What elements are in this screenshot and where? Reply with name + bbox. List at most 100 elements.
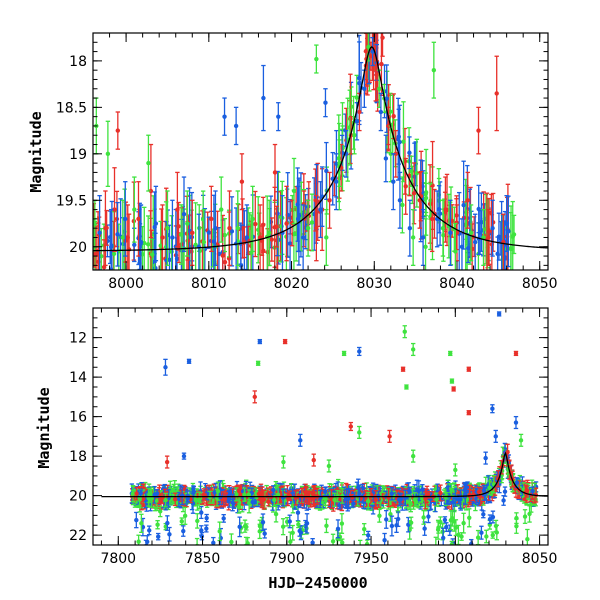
bulk-point-green — [491, 474, 497, 494]
bulk-point-green — [139, 513, 144, 534]
bulk-point-blue — [502, 486, 508, 497]
data-point-green-2 — [402, 325, 407, 339]
dense-point-blue — [115, 201, 120, 267]
data-point-red-25 — [386, 106, 391, 146]
data-point-blue-4 — [496, 311, 502, 317]
data-point-red-1 — [112, 167, 117, 253]
data-point-red-33 — [476, 106, 481, 155]
data-point-blue-5 — [170, 199, 175, 270]
bulk-point-green — [490, 531, 495, 539]
bulk-point-blue — [389, 486, 395, 501]
bulk-point-green — [246, 489, 252, 501]
dense-point-green — [409, 155, 414, 187]
data-point-green-26 — [453, 222, 458, 270]
bulk-point-blue — [426, 509, 431, 524]
bulk-point-blue — [394, 517, 399, 533]
data-point-blue-5 — [490, 404, 495, 414]
bulk-point-blue — [199, 532, 205, 541]
data-point-blue-25 — [383, 134, 389, 183]
dense-point-red — [411, 162, 417, 225]
data-point-green-13 — [305, 199, 311, 257]
data-point-blue-6 — [181, 176, 187, 253]
bulk-point-blue — [365, 530, 371, 540]
data-point-green-12 — [453, 463, 458, 477]
bulk-point-blue — [322, 486, 328, 497]
dense-point-green — [401, 101, 406, 183]
model-curve — [101, 451, 548, 498]
data-point-blue-3 — [138, 204, 144, 270]
data-point-blue-18 — [323, 88, 328, 118]
data-point-green-15 — [324, 208, 329, 267]
plot-frame — [92, 32, 549, 271]
data-point-red-9 — [209, 185, 214, 253]
dense-point-blue — [206, 216, 212, 249]
bulk-point-blue — [310, 538, 315, 545]
dense-point-blue — [324, 141, 329, 200]
bulk-point-green — [197, 491, 202, 510]
data-point-blue-28 — [407, 199, 413, 257]
data-point-red-6 — [252, 390, 257, 404]
x-tick-label: 8050 — [522, 276, 558, 292]
data-point-green-8 — [219, 176, 224, 243]
dense-point-green — [145, 215, 151, 270]
bulk-point-green — [330, 533, 336, 545]
data-point-blue-17 — [318, 181, 323, 239]
data-point-blue-33 — [473, 213, 478, 270]
data-point-blue-0 — [97, 194, 102, 270]
data-point-green-1 — [105, 120, 111, 188]
x-tick-label: 8000 — [437, 551, 473, 567]
bulk-point-green — [290, 524, 295, 541]
data-point-blue-11 — [244, 204, 250, 270]
data-point-blue-31 — [448, 199, 453, 267]
dense-point-red — [253, 190, 258, 258]
data-point-blue-24 — [378, 92, 384, 132]
bulk-point-red — [172, 492, 178, 507]
data-point-green-11 — [267, 199, 272, 267]
bulk-point-green — [357, 539, 363, 545]
data-point-red-14 — [284, 185, 289, 262]
x-tick-label: 8030 — [356, 276, 392, 292]
bulk-point-red — [140, 492, 146, 506]
bulk-point-blue — [481, 510, 486, 519]
data-point-green-6 — [185, 190, 190, 257]
bulk-point-blue — [152, 485, 157, 504]
data-point-green-22 — [410, 208, 416, 267]
bottom-panel-full-lightcurve: 7800 7850 7900 7950 8000 8050 12 14 16 18 20 22 — [69, 307, 557, 567]
data-point-green-25 — [440, 199, 446, 257]
y-tick-label: 18 — [69, 54, 87, 70]
dense-point-green — [510, 200, 515, 270]
data-point-red-8 — [311, 453, 316, 467]
bulk-point-green — [324, 518, 329, 534]
data-point-green-6 — [404, 384, 409, 390]
data-point-red-4 — [466, 410, 471, 416]
data-point-red-2 — [451, 386, 456, 392]
bulk-point-blue — [397, 492, 402, 507]
bulk-point-blue — [335, 519, 341, 539]
bulk-point-green — [413, 497, 419, 507]
x-tick-label: 8020 — [274, 276, 310, 292]
dense-point-blue — [397, 104, 402, 180]
data-point-green-8 — [410, 449, 416, 463]
data-point-blue-2 — [123, 181, 128, 257]
dense-point-green — [178, 204, 184, 265]
data-point-blue-12 — [261, 64, 266, 132]
bulk-point-green — [215, 481, 221, 501]
bulk-point-green — [467, 508, 472, 528]
bulk-point-blue — [230, 494, 235, 512]
bulk-point-blue — [227, 489, 232, 508]
bulk-point-green — [407, 494, 412, 511]
bulk-point-blue — [147, 525, 152, 536]
bulk-point-blue — [389, 515, 395, 537]
y-tick-label: 18 — [69, 449, 87, 465]
bulk-point-blue — [407, 487, 412, 495]
bulk-point-blue — [154, 489, 160, 498]
bulk-point-green — [234, 487, 239, 502]
bulk-point-green — [195, 513, 200, 529]
data-point-blue-34 — [490, 199, 495, 257]
bulk-point-green — [493, 519, 499, 533]
bulk-point-blue — [134, 511, 139, 529]
bulk-point-green — [242, 487, 247, 502]
dense-point-blue — [407, 136, 412, 170]
data-point-green-16 — [337, 139, 342, 188]
